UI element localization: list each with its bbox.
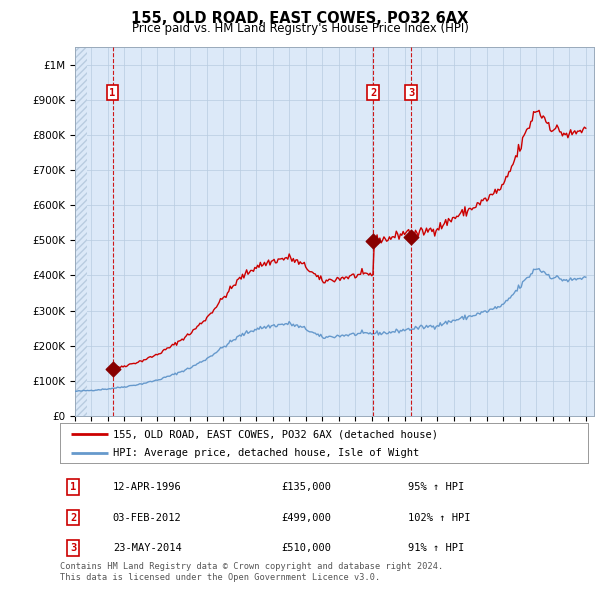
Text: 12-APR-1996: 12-APR-1996 [113,483,182,492]
Text: 95% ↑ HPI: 95% ↑ HPI [409,483,465,492]
Text: 1: 1 [70,483,76,492]
Text: 2: 2 [370,88,376,98]
Text: 3: 3 [70,543,76,553]
Text: 3: 3 [408,88,414,98]
Text: £499,000: £499,000 [282,513,332,523]
Text: 2: 2 [70,513,76,523]
Text: 155, OLD ROAD, EAST COWES, PO32 6AX: 155, OLD ROAD, EAST COWES, PO32 6AX [131,11,469,25]
Text: 03-FEB-2012: 03-FEB-2012 [113,513,182,523]
Text: Contains HM Land Registry data © Crown copyright and database right 2024.: Contains HM Land Registry data © Crown c… [60,562,443,571]
Text: 1: 1 [109,88,116,98]
Text: £135,000: £135,000 [282,483,332,492]
Point [406,232,416,241]
Text: 23-MAY-2014: 23-MAY-2014 [113,543,182,553]
Text: Price paid vs. HM Land Registry's House Price Index (HPI): Price paid vs. HM Land Registry's House … [131,22,469,35]
Point [108,364,118,373]
Text: 91% ↑ HPI: 91% ↑ HPI [409,543,465,553]
Text: 102% ↑ HPI: 102% ↑ HPI [409,513,471,523]
Point [368,236,378,245]
Bar [75,47,86,416]
Text: £510,000: £510,000 [282,543,332,553]
Text: HPI: Average price, detached house, Isle of Wight: HPI: Average price, detached house, Isle… [113,448,419,458]
Text: 155, OLD ROAD, EAST COWES, PO32 6AX (detached house): 155, OLD ROAD, EAST COWES, PO32 6AX (det… [113,430,438,440]
Text: This data is licensed under the Open Government Licence v3.0.: This data is licensed under the Open Gov… [60,573,380,582]
